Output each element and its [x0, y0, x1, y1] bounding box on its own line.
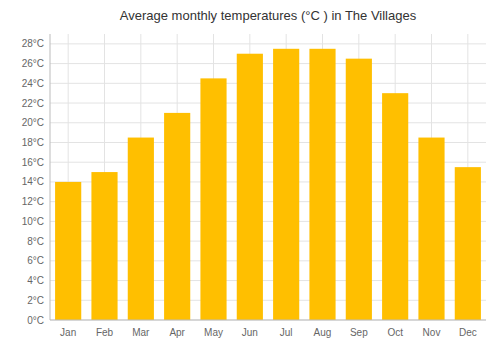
x-tick-label: Aug [314, 327, 332, 338]
y-tick-label: 22°C [22, 98, 44, 109]
y-tick-label: 12°C [22, 196, 44, 207]
x-tick-label: Dec [459, 327, 477, 338]
x-tick-label: Oct [387, 327, 403, 338]
x-tick-label: Feb [96, 327, 114, 338]
bar [91, 172, 117, 320]
y-grid-line [50, 103, 486, 104]
x-tick-label: Mar [132, 327, 150, 338]
x-tick-label: Apr [169, 327, 185, 338]
y-grid-line [50, 63, 486, 64]
title: Average monthly temperatures (°C ) in Th… [120, 8, 417, 23]
bar [200, 78, 226, 320]
x-tick-label: Sep [350, 327, 368, 338]
y-tick-label: 18°C [22, 137, 44, 148]
y-tick-label: 4°C [27, 275, 44, 286]
bar [346, 59, 372, 320]
page: {"chart_data": {"type": "bar", "title": … [0, 0, 500, 350]
x-tick-label: Jan [60, 327, 76, 338]
x-tick-label: Jun [242, 327, 258, 338]
x-tick-label: May [204, 327, 223, 338]
x-axis-line [50, 320, 486, 321]
y-tick-label: 10°C [22, 216, 44, 227]
grid [50, 34, 486, 320]
bar [382, 93, 408, 320]
bar [164, 113, 190, 320]
y-grid-line [50, 83, 486, 84]
y-tick-label: 26°C [22, 58, 44, 69]
bar [273, 49, 299, 320]
x-tick-label: Jul [280, 327, 293, 338]
y-grid-line [50, 320, 486, 321]
x-tick-label: Nov [423, 327, 441, 338]
bar [455, 167, 481, 320]
y-tick-label: 2°C [27, 295, 44, 306]
bar [237, 54, 263, 320]
y-tick-label: 6°C [27, 255, 44, 266]
y-tick-label: 16°C [22, 157, 44, 168]
bar [309, 49, 335, 320]
y-tick-label: 20°C [22, 117, 44, 128]
y-tick-label: 8°C [27, 236, 44, 247]
y-grid-line [50, 122, 486, 123]
y-tick-label: 24°C [22, 78, 44, 89]
bar [128, 138, 154, 320]
y-tick-label: 28°C [22, 38, 44, 49]
bar [55, 182, 81, 320]
y-grid-line [50, 43, 486, 44]
chart: Average monthly temperatures (°C ) in Th… [0, 0, 500, 350]
y-tick-label: 14°C [22, 176, 44, 187]
y-tick-label: 0°C [27, 315, 44, 326]
y-axis-line [50, 34, 51, 320]
bar [418, 138, 444, 320]
